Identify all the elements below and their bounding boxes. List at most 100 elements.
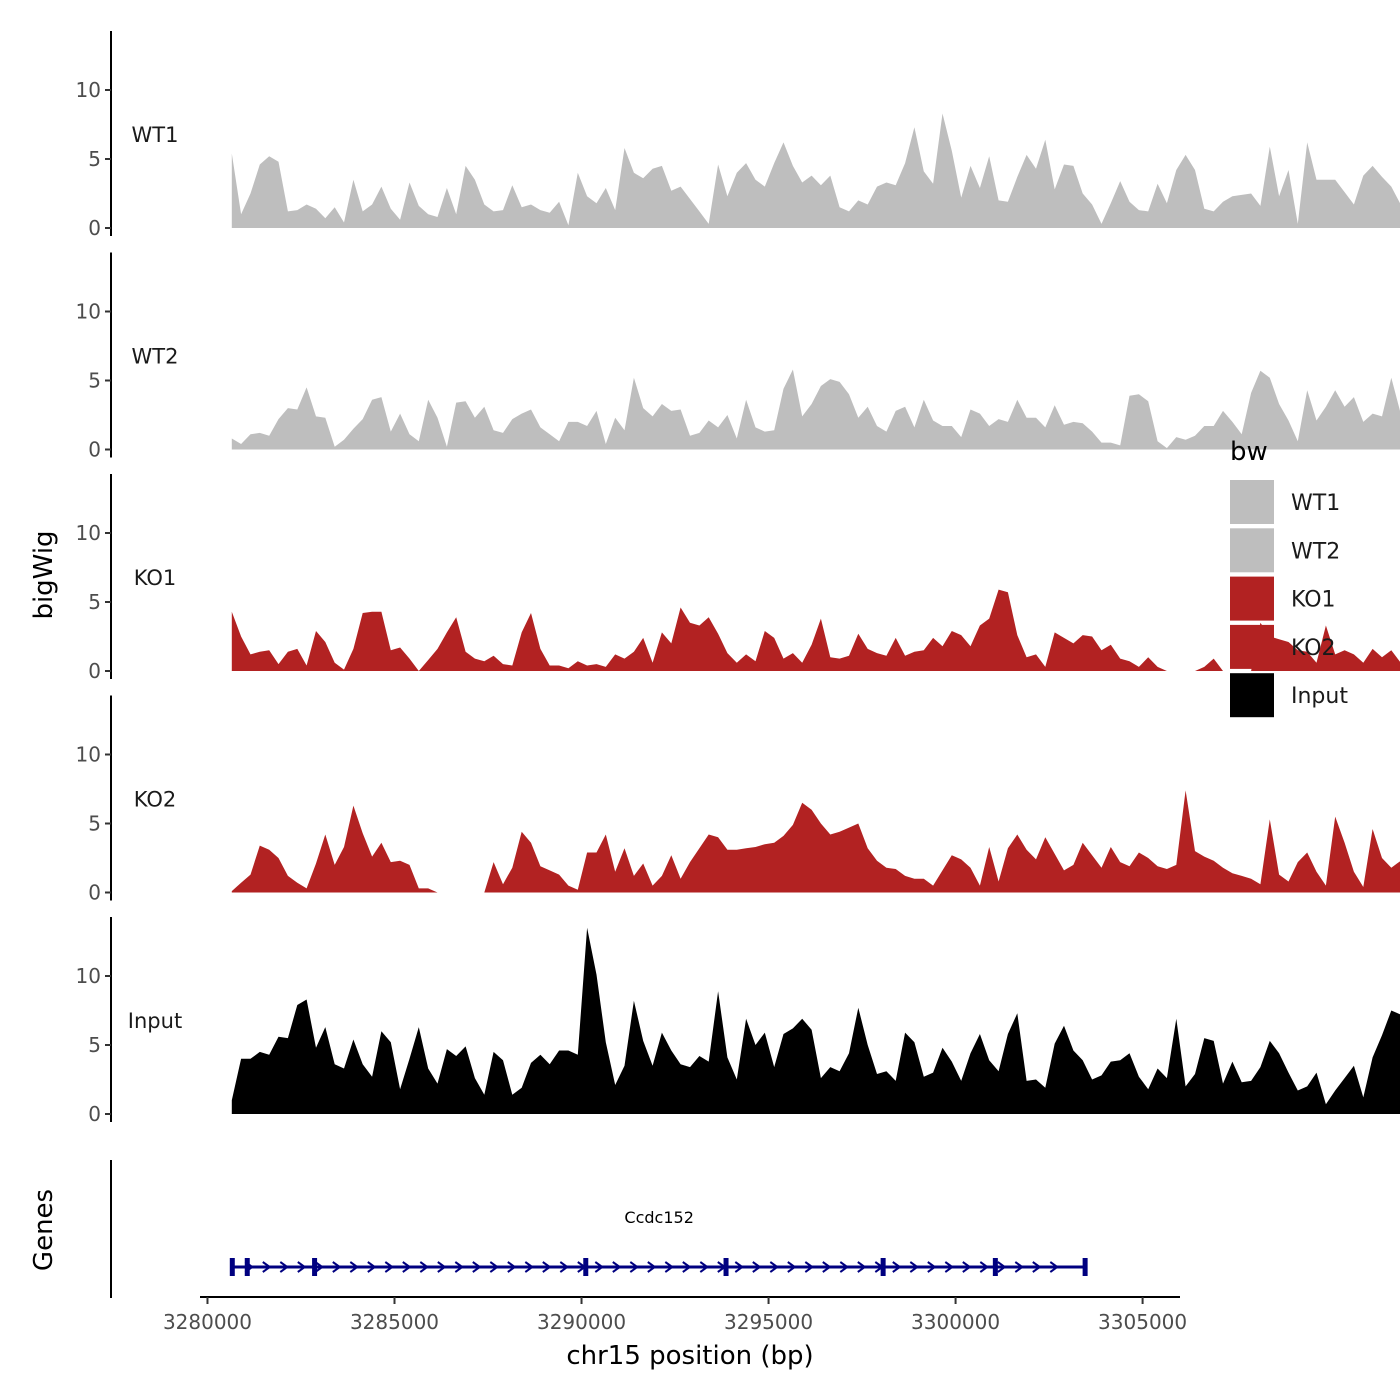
- track-label: KO1: [134, 566, 177, 590]
- strand-arrow: [682, 1261, 692, 1273]
- strand-arrow: [472, 1261, 482, 1273]
- strand-arrow: [507, 1261, 517, 1273]
- strand-arrow: [647, 1261, 657, 1273]
- y-tick-label: 10: [76, 521, 101, 545]
- track-label: WT2: [132, 345, 179, 369]
- x-tick-label: 3290000: [537, 1310, 626, 1334]
- strand-arrow: [314, 1261, 325, 1273]
- exon-block: [992, 1258, 998, 1276]
- strand-arrow: [279, 1261, 290, 1273]
- legend-label: KO1: [1291, 588, 1336, 613]
- track-panel-input: 0 5 10 Input: [76, 917, 1400, 1126]
- strand-arrow: [664, 1261, 675, 1273]
- coverage-area-ko2: [231, 790, 1400, 893]
- exon-block: [1082, 1258, 1088, 1276]
- strand-arrow: [962, 1261, 972, 1273]
- strand-arrow: [367, 1261, 377, 1273]
- legend-label: Input: [1291, 684, 1348, 709]
- y-tick-label: 5: [88, 147, 101, 171]
- x-axis: 3280000 3285000 3290000 3295000 3300000 33050…: [163, 1296, 1187, 1334]
- strand-arrow: [419, 1261, 430, 1273]
- y-tick-label: 10: [76, 78, 101, 102]
- y-tick-label: 0: [88, 216, 101, 240]
- legend-key: [1230, 624, 1274, 669]
- exon-block: [583, 1258, 589, 1276]
- track-panel-ko1: 0 5 10 KO1: [76, 474, 1400, 683]
- strand-arrow: [979, 1261, 990, 1273]
- gene-name-label: Ccdc152: [624, 1208, 693, 1227]
- coverage-area-ko1: [231, 589, 1400, 671]
- exon-block: [880, 1258, 886, 1276]
- strand-arrow: [542, 1261, 552, 1273]
- legend-key: [1230, 480, 1274, 524]
- track-label: KO2: [134, 788, 177, 812]
- track-panel-wt1: 0 5 10 WT1: [76, 31, 1400, 240]
- strand-arrow: [944, 1261, 955, 1273]
- exon-block: [229, 1258, 235, 1276]
- x-axis-title: chr15 position (bp): [566, 1341, 813, 1371]
- coverage-area-wt1: [231, 113, 1400, 228]
- strand-arrow: [559, 1261, 570, 1273]
- strand-arrow: [629, 1261, 640, 1273]
- y-tick-label: 0: [88, 881, 101, 905]
- tracks-layer: 0 5 10 WT1 0 5 10 WT2 0 5 10 KO1 0 5 10 KO2 0 5 10 Input: [76, 31, 1400, 1126]
- y-tick-label: 0: [88, 659, 101, 683]
- x-tick-label: 3280000: [163, 1310, 252, 1334]
- coverage-area-input: [231, 927, 1400, 1114]
- y-tick-label: 0: [88, 438, 101, 462]
- track-label: Input: [128, 1009, 182, 1033]
- strand-arrow: [489, 1261, 500, 1273]
- legend-entry: Input: [1230, 673, 1348, 718]
- strand-arrow: [297, 1261, 307, 1273]
- genes-panel-title: Genes: [29, 1189, 59, 1271]
- strand-arrow: [1014, 1261, 1025, 1273]
- strand-arrow: [594, 1261, 605, 1273]
- genes-panel: Ccdc152: [110, 1160, 1088, 1298]
- strand-arrow: [332, 1261, 342, 1273]
- strand-arrow: [1032, 1261, 1042, 1273]
- legend-label: WT1: [1291, 491, 1340, 516]
- exon-block: [244, 1258, 250, 1276]
- coverage-area-wt2: [231, 369, 1400, 450]
- strand-arrow: [997, 1261, 1007, 1273]
- y-tick-label: 10: [76, 964, 101, 988]
- x-tick-label: 3285000: [350, 1310, 439, 1334]
- y-tick-label: 5: [88, 1033, 101, 1057]
- strand-arrow: [822, 1261, 832, 1273]
- strand-arrow: [857, 1261, 867, 1273]
- legend: bw WT1 WT2 KO1 KO2 Input: [1230, 437, 1348, 718]
- strand-arrow: [752, 1261, 762, 1273]
- legend-label: KO2: [1291, 636, 1336, 661]
- y-tick-label: 10: [76, 743, 101, 767]
- strand-arrow: [402, 1261, 412, 1273]
- track-panel-wt2: 0 5 10 WT2: [76, 252, 1400, 462]
- x-tick-label: 3295000: [724, 1310, 813, 1334]
- legend-entry: WT2: [1230, 528, 1340, 573]
- strand-arrow: [349, 1261, 360, 1273]
- legend-entry: KO2: [1230, 624, 1336, 669]
- legend-key: [1230, 673, 1274, 718]
- strand-arrow: [384, 1261, 395, 1273]
- legend-entry: KO1: [1230, 576, 1336, 621]
- strand-arrow: [909, 1261, 920, 1273]
- strand-arrow: [612, 1261, 622, 1273]
- strand-arrow: [524, 1261, 535, 1273]
- y-tick-label: 0: [88, 1102, 101, 1126]
- exon-block: [723, 1258, 729, 1276]
- strand-arrow: [734, 1261, 745, 1273]
- strand-arrow: [892, 1261, 902, 1273]
- strand-arrow: [769, 1261, 780, 1273]
- strand-arrow: [262, 1261, 272, 1273]
- strand-arrow: [454, 1261, 465, 1273]
- y-tick-label: 5: [88, 590, 101, 614]
- track-panel-ko2: 0 5 10 KO2: [76, 695, 1400, 905]
- x-tick-label: 3300000: [911, 1310, 1000, 1334]
- strand-arrow: [927, 1261, 937, 1273]
- legend-label: WT2: [1291, 539, 1340, 564]
- gene-model: Ccdc152: [229, 1208, 1088, 1276]
- strand-arrow: [437, 1261, 447, 1273]
- exon-block: [312, 1258, 318, 1276]
- y-tick-label: 10: [76, 300, 101, 324]
